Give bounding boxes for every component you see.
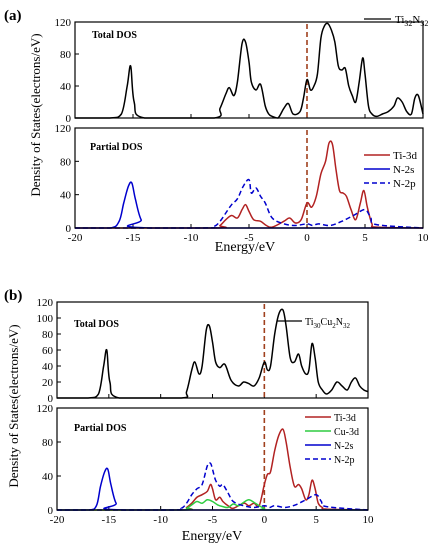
panel-label-a: (a) (4, 8, 22, 24)
x-tick-label: 5 (362, 232, 368, 244)
plot-title-b-total: Total DOS (74, 319, 119, 330)
panel-b: (b) Density of States(electrons/eV) Ener… (4, 288, 374, 544)
y-tick-label: 120 (37, 403, 54, 415)
x-tick-label: -20 (50, 514, 65, 526)
y-tick-label: 120 (55, 123, 72, 135)
legend-label-a-n2s: N-2s (393, 164, 414, 176)
legend-label-ti30cu2n32: Ti30Cu2N32 (305, 317, 350, 330)
x-tick-label: 5 (313, 514, 319, 526)
series-line-ti-3d-a-partial (75, 141, 423, 228)
legend-b-partial: Ti-3d Cu-3d N-2s N-2p (305, 413, 359, 466)
plot-title-b-partial: Partial DOS (74, 423, 127, 434)
legend-label-a-n2p: N-2p (393, 178, 416, 190)
legend-label-a-ti3d: Ti-3d (393, 150, 418, 162)
legend-label-b-cu3d: Cu-3d (334, 427, 359, 438)
x-tick-label: -5 (208, 514, 218, 526)
y-tick-label: 80 (42, 437, 54, 449)
plot-title-a-partial: Partial DOS (90, 142, 143, 153)
legend-label-ti32n32: Ti32N32 (395, 14, 428, 28)
legend-label-b-n2p: N-2p (334, 455, 355, 466)
y-tick-label: 120 (55, 17, 72, 29)
y-tick-label: 60 (42, 345, 54, 357)
y-axis-label-b: Density of States(electrons/eV) (6, 324, 21, 487)
legend-a-total: Ti32N32 (364, 14, 428, 28)
legend-label-b-ti3d: Ti-3d (334, 413, 356, 424)
legend-a-partial: Ti-3d N-2s N-2p (364, 150, 418, 190)
y-tick-label: 40 (60, 190, 72, 202)
y-tick-label: 20 (42, 377, 54, 389)
x-tick-label: -15 (101, 514, 116, 526)
x-tick-label: 0 (262, 514, 268, 526)
series-line-ti-3d-b-partial (57, 429, 368, 510)
y-tick-label: 40 (60, 81, 72, 93)
x-tick-label: 0 (304, 232, 310, 244)
series-line-n-2p-a-partial (75, 179, 423, 228)
panel-label-b: (b) (4, 288, 22, 304)
x-axis-label-b: Energy/eV (182, 529, 242, 544)
x-tick-label: -20 (68, 232, 83, 244)
y-tick-label: 40 (42, 361, 54, 373)
y-tick-label: 80 (60, 49, 72, 61)
y-tick-label: 100 (37, 313, 54, 325)
x-tick-label: -5 (244, 232, 254, 244)
x-tick-label: -10 (184, 232, 199, 244)
x-tick-label: -15 (126, 232, 141, 244)
x-tick-label: 10 (363, 514, 375, 526)
legend-b-total: Ti30Cu2N32 (277, 317, 350, 330)
plot-title-a-total: Total DOS (92, 30, 137, 41)
x-tick-label: -10 (153, 514, 168, 526)
y-tick-label: 40 (42, 471, 54, 483)
y-axis-label-a: Density of States(electrons/eV) (28, 33, 43, 196)
legend-label-b-n2s: N-2s (334, 441, 354, 452)
panel-a: (a) Density of States(electrons/eV) Ener… (4, 8, 429, 255)
x-tick-label: 10 (418, 232, 430, 244)
y-tick-label: 80 (42, 329, 54, 341)
y-tick-label: 120 (37, 297, 54, 309)
y-tick-label: 80 (60, 156, 72, 168)
